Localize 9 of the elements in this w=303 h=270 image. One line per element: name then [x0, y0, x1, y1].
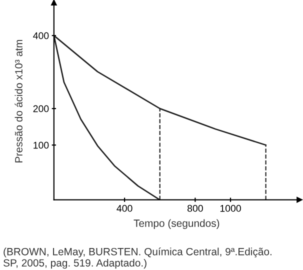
y-tick-label: 400: [33, 32, 49, 40]
y-tick-label: 200: [33, 105, 49, 112]
x-tick-label: 1000: [220, 204, 241, 212]
x-tick-label: 400: [116, 204, 132, 212]
text: (BROWN, LeMay, BURSTEN. Química Central, 9ª.Edição. SP, 2005, pag. 519. Adaptado.): [4, 248, 272, 269]
x-axis-title: Tempo (segundos): [134, 219, 220, 229]
y-tick-label: 100: [34, 142, 49, 149]
x-tick-label: 800: [188, 204, 203, 212]
y-axis-title: Pressão do ácido x10³ atm: [14, 40, 22, 162]
